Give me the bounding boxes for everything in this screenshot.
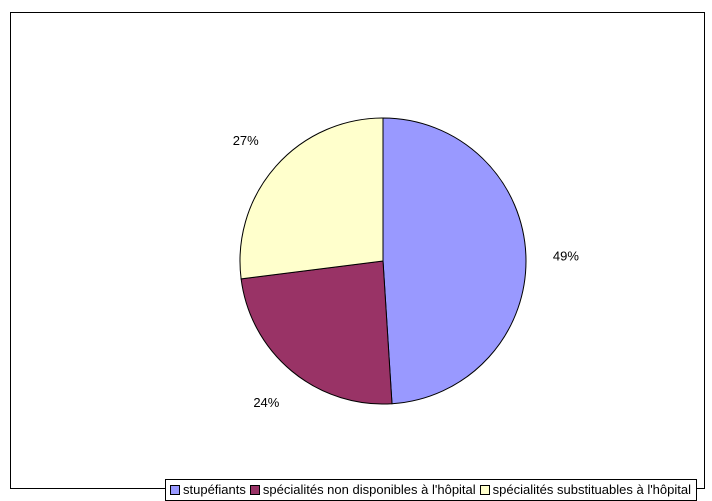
legend-item-stupefiants: stupéfiants	[170, 482, 246, 498]
legend-label: stupéfiants	[183, 482, 246, 497]
legend: stupéfiants spécialités non disponibles …	[165, 479, 697, 501]
slice-percentage-label: 49%	[553, 248, 579, 263]
chart-area: 49% 24% 27% stupéfiants spécialités non di…	[10, 12, 705, 501]
legend-label: spécialités substituables à l'hôpital	[492, 482, 691, 497]
slice-substituables	[239, 117, 384, 280]
legend-item-substituables: spécialités substituables à l'hôpital	[479, 482, 691, 498]
slice-percentage-label: 27%	[233, 133, 259, 148]
legend-label: spécialités non disponibles à l'hôpital	[262, 482, 476, 497]
slice-stupefiants	[382, 117, 527, 405]
legend-item-non-disponibles: spécialités non disponibles à l'hôpital	[249, 482, 476, 498]
slice-non-disponibles	[240, 260, 393, 405]
slice-percentage-label: 24%	[253, 395, 279, 410]
pie-chart: 49% 24% 27%	[233, 117, 579, 410]
